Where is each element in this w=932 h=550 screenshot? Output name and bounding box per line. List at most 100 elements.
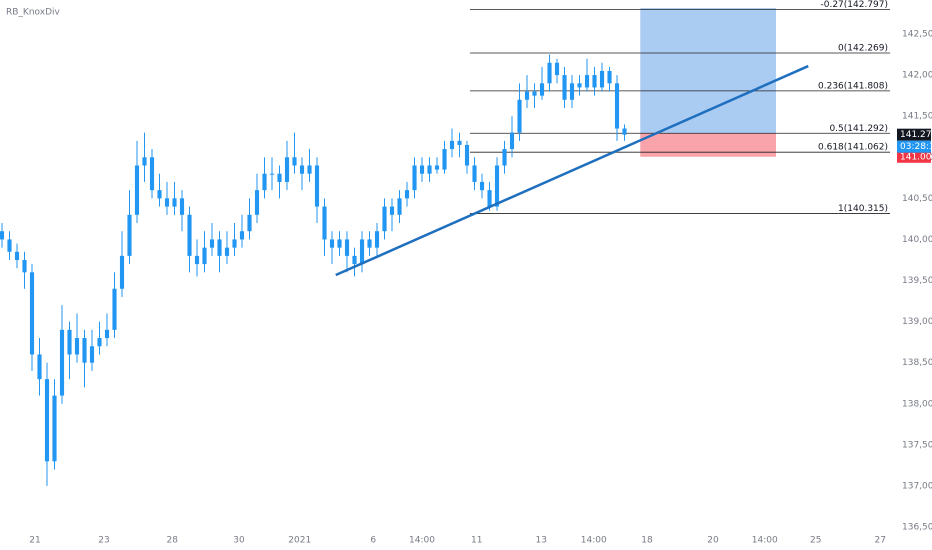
x-tick-label: 13 <box>536 536 547 546</box>
y-tick-label: 138,500 <box>902 358 932 368</box>
x-tick-label: 14:00 <box>409 536 435 546</box>
candle-body <box>554 62 560 76</box>
candle-body <box>434 165 440 170</box>
candle-body <box>592 75 597 88</box>
candle-body <box>329 239 335 248</box>
candle-body <box>449 140 455 150</box>
fib-label: 1(140.315) <box>838 204 888 214</box>
candle-body <box>89 346 95 363</box>
candle-body <box>67 329 72 355</box>
candle-body <box>382 206 387 232</box>
candle-body <box>374 231 380 248</box>
candle-body <box>142 157 147 166</box>
y-tick-label: 137,500 <box>902 440 932 450</box>
fib-label: 0.5(141.292) <box>829 124 888 134</box>
candle-body <box>262 173 267 191</box>
x-tick-label: 28 <box>167 536 179 546</box>
candle-body <box>487 190 492 207</box>
price-tag-bg <box>897 150 931 163</box>
candle-body <box>52 395 57 462</box>
candle-body <box>509 132 515 150</box>
countdown-tag-bg <box>897 140 931 153</box>
candle-body <box>344 239 350 256</box>
candle-body <box>157 190 162 199</box>
candle-body <box>412 165 417 191</box>
candle-body <box>277 173 282 182</box>
candle-body <box>614 83 620 129</box>
candle-body <box>22 259 27 273</box>
candle-body <box>524 91 530 100</box>
candle-body <box>389 206 395 215</box>
candle-body <box>269 173 275 175</box>
candle-body <box>577 83 582 88</box>
candle-body <box>322 206 327 240</box>
candle-body <box>232 239 237 248</box>
candle-body <box>187 214 192 256</box>
candle-body <box>299 165 305 174</box>
candle-body <box>532 91 537 96</box>
fib-label: 0(142.269) <box>838 44 888 54</box>
candle-body <box>517 99 522 133</box>
candle-body <box>562 75 567 100</box>
candle-body <box>502 149 507 166</box>
candle-body <box>0 231 5 240</box>
candle-body <box>179 198 185 215</box>
candle-body <box>224 247 230 256</box>
candle-body <box>172 198 177 207</box>
x-tick-label: 6 <box>370 536 376 546</box>
fib-label: 0.618(141.062) <box>818 143 888 153</box>
candle-body <box>314 165 320 207</box>
candle-body <box>494 165 500 207</box>
y-tick-label: 139,500 <box>902 276 932 286</box>
candle-body <box>292 157 297 166</box>
fib-label: 0.236(141.808) <box>818 81 888 91</box>
candle-body <box>442 149 447 170</box>
candle-body <box>247 214 252 232</box>
candle-body <box>584 75 590 88</box>
stop-zone <box>640 133 777 157</box>
candle-body <box>569 83 575 100</box>
candle-body <box>209 239 215 248</box>
y-tick-label: 136,500 <box>902 523 932 533</box>
candle-body <box>419 165 425 174</box>
candle-body <box>622 128 627 135</box>
candle-body <box>164 198 170 207</box>
price-tag-bg <box>897 128 931 141</box>
candle-body <box>29 272 35 355</box>
candle-body <box>607 70 612 84</box>
candle-body <box>352 255 357 265</box>
x-tick-label: 14:00 <box>581 536 607 546</box>
candle-body <box>359 239 365 265</box>
candle-body <box>127 214 132 256</box>
y-tick-label: 140,000 <box>902 235 932 245</box>
x-tick-label: 21 <box>29 536 40 546</box>
candle-body <box>74 338 80 355</box>
candle-body <box>44 379 50 462</box>
candle-body <box>337 239 342 248</box>
y-tick-label: 142,500 <box>902 30 932 40</box>
candle-body <box>14 251 20 260</box>
x-tick-label: 2021 <box>288 536 311 546</box>
price-tag: 141.275 <box>900 130 932 140</box>
candle-body <box>599 70 605 88</box>
x-tick-label: 25 <box>810 536 821 546</box>
candle-body <box>284 157 290 182</box>
y-tick-label: 137,000 <box>902 481 932 491</box>
y-tick-label: 142,000 <box>902 71 932 81</box>
candle-body <box>547 62 552 84</box>
candle-body <box>82 338 87 363</box>
countdown-tag: 03:28:38 <box>900 142 932 152</box>
candle-body <box>134 165 140 215</box>
candle-body <box>472 165 477 182</box>
candle-body <box>194 255 200 265</box>
candle-body <box>217 239 222 256</box>
candle-body <box>37 354 42 380</box>
y-tick-label: 141,500 <box>902 112 932 122</box>
candle-body <box>239 231 245 240</box>
y-tick-label: 139,000 <box>902 317 932 327</box>
candle-body <box>97 338 102 347</box>
y-tick-label: 138,000 <box>902 399 932 409</box>
x-tick-label: 23 <box>98 536 109 546</box>
candle-body <box>202 247 207 265</box>
candle-body <box>397 198 402 215</box>
